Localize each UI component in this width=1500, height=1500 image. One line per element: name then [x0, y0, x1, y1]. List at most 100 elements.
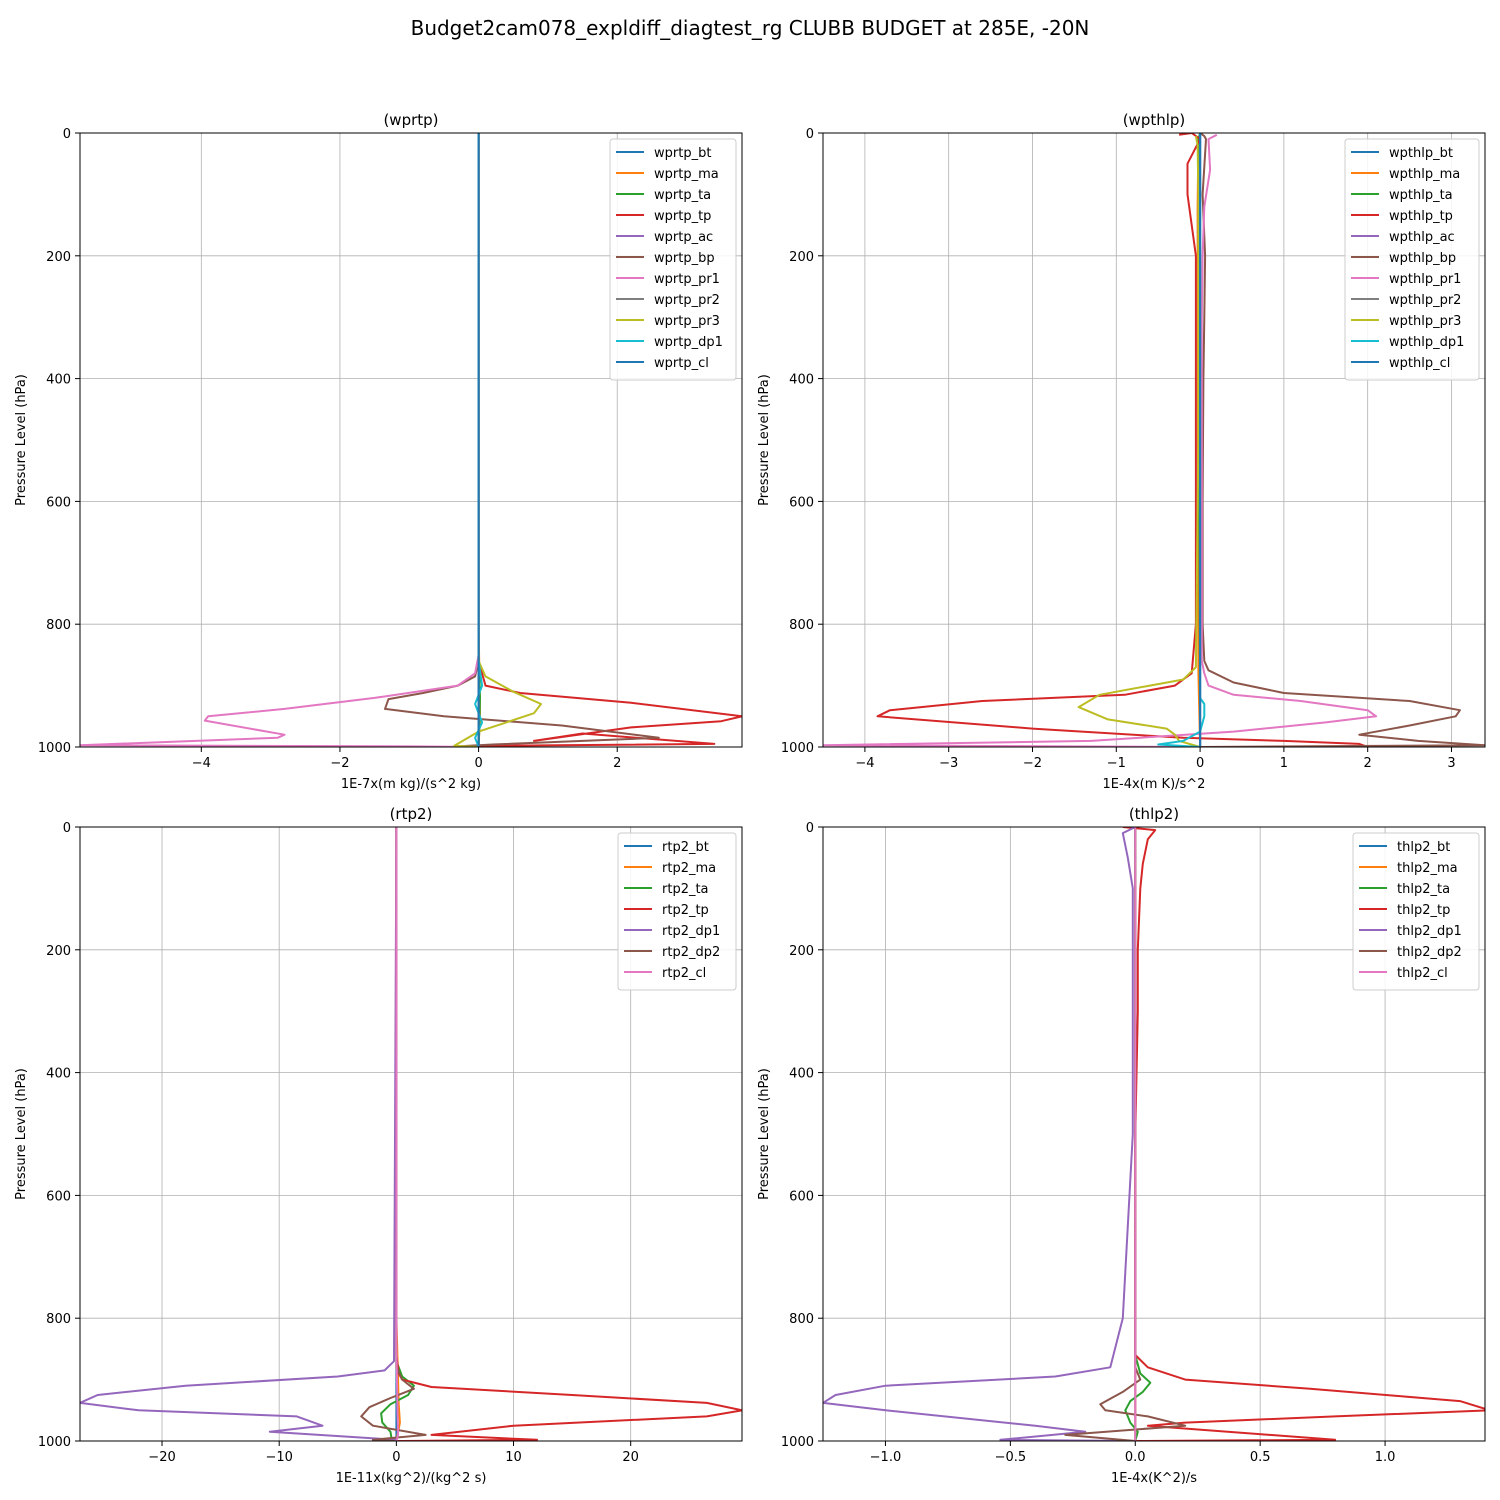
y-tick-label: 400	[789, 1067, 814, 1082]
y-tick-label: 0	[63, 127, 71, 142]
legend-label: wprtp_ma	[654, 167, 719, 182]
x-tick-label: 1.0	[1375, 1450, 1396, 1465]
x-tick-label: 0	[392, 1450, 400, 1465]
series-line-wprtp_bp	[384, 133, 660, 747]
y-tick-label: 400	[46, 373, 71, 388]
y-tick-label: 400	[46, 1067, 71, 1082]
y-tick-label: 600	[46, 495, 71, 510]
legend: wpthlp_bt wpthlp_ma wpthlp_ta wpthlp_tpwpth…	[1344, 138, 1480, 381]
legend-label: wpthlp_pr2	[1389, 293, 1461, 308]
x-axis-label: 1E-4x(m K)/s^2	[1103, 777, 1206, 792]
x-axis-label: 1E-11x(kg^2)/(kg^2 s)	[336, 1471, 487, 1486]
plot-frame	[79, 826, 743, 1442]
y-tick-label: 800	[46, 618, 71, 633]
x-tick-label: −2	[1023, 756, 1042, 771]
y-tick-label: 600	[789, 1189, 814, 1204]
legend-label: rtp2_ma	[662, 861, 716, 876]
series-line-wprtp_pr3	[453, 133, 542, 747]
x-tick-label: −3	[939, 756, 958, 771]
x-axis-label: 1E-4x(K^2)/s	[1111, 1471, 1197, 1486]
legend-label: wprtp_bt	[654, 146, 711, 161]
x-tick-label: 1	[1280, 756, 1288, 771]
series-line-wpthlp_pr1	[823, 133, 1378, 747]
x-tick-label: −0.5	[995, 1450, 1027, 1465]
legend-label: wpthlp_dp1	[1389, 335, 1464, 350]
series-group	[823, 133, 1485, 747]
y-tick-label: 1000	[38, 741, 71, 756]
legend: rtp2_bt rtp2_ma rtp2_ta rtp2_tp rtp2_dp1 rtp2…	[617, 832, 737, 991]
x-tick-label: −2	[330, 756, 349, 771]
x-tick-label: −4	[855, 756, 874, 771]
legend-label: thlp2_ta	[1397, 882, 1450, 897]
series-line-thlp2_dp2	[1064, 827, 1187, 1441]
legend-label: thlp2_ma	[1397, 861, 1458, 876]
x-tick-label: 2	[613, 756, 621, 771]
y-tick-label: 600	[789, 495, 814, 510]
chart-panel-1: −4 −2 0 2 0 200 400 600 800 1000 (wprtp) 1E-7x(m kg…	[14, 111, 743, 792]
x-tick-label: 3	[1447, 756, 1455, 771]
legend-label: wprtp_ta	[654, 188, 711, 203]
y-axis-label: Pressure Level (hPa)	[757, 1068, 772, 1200]
x-tick-label: −4	[192, 756, 211, 771]
legend-label: wprtp_pr2	[654, 293, 720, 308]
x-tick-label: 20	[622, 1450, 639, 1465]
legend-label: wpthlp_ma	[1389, 167, 1460, 182]
y-tick-label: 200	[789, 944, 814, 959]
legend-label: thlp2_cl	[1397, 966, 1448, 981]
x-tick-label: 0	[1196, 756, 1204, 771]
y-tick-label: 200	[789, 250, 814, 265]
panel-title: (rtp2)	[390, 805, 433, 823]
series-line-rtp2_cl	[395, 827, 400, 1441]
y-tick-label: 200	[46, 944, 71, 959]
series-group	[823, 827, 1485, 1441]
y-tick-label: 0	[806, 821, 814, 836]
legend-label: wpthlp_bt	[1389, 146, 1453, 161]
legend-label: wpthlp_cl	[1389, 356, 1450, 371]
y-axis-label: Pressure Level (hPa)	[14, 374, 29, 506]
y-tick-label: 1000	[781, 741, 814, 756]
legend-label: thlp2_tp	[1397, 903, 1450, 918]
x-tick-label: 0.0	[1125, 1450, 1146, 1465]
series-line-rtp2_dp2	[360, 827, 427, 1441]
y-tick-label: 800	[46, 1312, 71, 1327]
chart-panel-2: −4 −3 −2 −1 0 1 2 3 0 200 400 600 800 1000 (wpthlp) 1E-…	[757, 111, 1486, 792]
legend-label: wprtp_dp1	[654, 335, 723, 350]
y-tick-label: 1000	[781, 1435, 814, 1450]
series-line-rtp2_ta	[380, 827, 415, 1441]
legend-label: rtp2_cl	[662, 966, 706, 981]
series-line-thlp2_tp	[1122, 827, 1485, 1441]
y-axis-label: Pressure Level (hPa)	[14, 1068, 29, 1200]
x-tick-label: 0	[474, 756, 482, 771]
legend-label: wprtp_cl	[654, 356, 709, 371]
plot-frame	[822, 826, 1486, 1442]
y-tick-label: 1000	[38, 1435, 71, 1450]
legend: thlp2_bt thlp2_ma thlp2_ta thlp2_tp thlp2_dp…	[1352, 832, 1480, 991]
panel-title: (thlp2)	[1129, 805, 1179, 823]
y-tick-label: 600	[46, 1189, 71, 1204]
y-tick-label: 800	[789, 618, 814, 633]
legend-label: rtp2_dp2	[662, 945, 720, 960]
x-tick-label: 2	[1364, 756, 1372, 771]
legend-label: wpthlp_bp	[1389, 251, 1456, 266]
legend-label: wprtp_bp	[654, 251, 715, 266]
y-tick-label: 0	[63, 821, 71, 836]
legend-label: thlp2_dp2	[1397, 945, 1462, 960]
figure-title: Budget2cam078_expldiff_diagtest_rg CLUBB…	[410, 16, 1090, 40]
series-line-wprtp_pr1	[80, 133, 480, 747]
series-line-thlp2_ta	[1124, 827, 1152, 1441]
x-tick-label: −20	[148, 1450, 175, 1465]
chart-panel-4: −1.0 −0.5 0.0 0.5 1.0 0 200 400 600 800 1000 (thlp2…	[757, 805, 1486, 1486]
legend-label: rtp2_dp1	[662, 924, 720, 939]
series-group	[80, 133, 742, 747]
y-axis-label: Pressure Level (hPa)	[757, 374, 772, 506]
y-tick-label: 800	[789, 1312, 814, 1327]
chart-panel-3: −20 −10 0 10 2002004006008001000(rtp2)1E-11x…	[14, 805, 743, 1486]
legend-label: wpthlp_pr1	[1389, 272, 1461, 287]
x-tick-label: −1.0	[870, 1450, 902, 1465]
y-tick-label: 400	[789, 373, 814, 388]
panel-title: (wpthlp)	[1123, 111, 1186, 129]
legend-label: rtp2_tp	[662, 903, 709, 918]
series-group	[80, 827, 742, 1441]
x-tick-label: −1	[1107, 756, 1126, 771]
